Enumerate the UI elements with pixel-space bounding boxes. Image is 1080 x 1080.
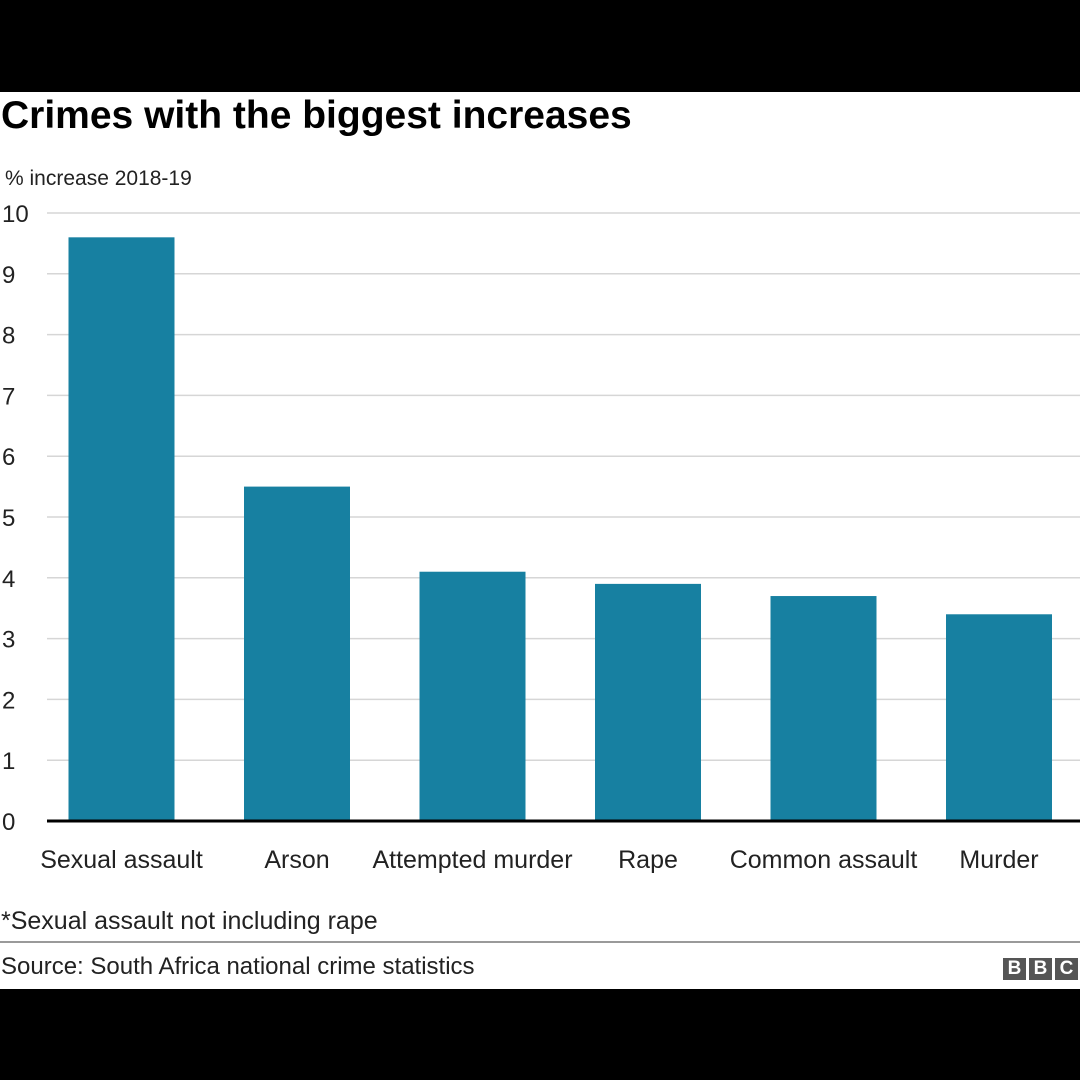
bar-attempted-murder [419,571,526,821]
bar-rape [595,583,701,821]
y-tick-label: 10 [2,201,29,228]
y-axis-label: % increase 2018-19 [5,167,192,190]
y-tick-label: 6 [2,444,15,471]
bar-chart: 0 1 2 3 4 5 6 7 8 9 10 Sexual assault Arson Attempte… [2,201,1080,874]
x-tick-label: Murder [959,846,1038,874]
y-tick-label: 5 [2,505,15,532]
logo-letter: B [1003,958,1026,980]
bar-sexual-assault [68,237,175,821]
footnote: *Sexual assault not including rape [1,907,378,935]
bbc-logo: B B C [1003,958,1078,980]
bar-common-assault [770,596,877,821]
y-axis-ticks: 0 1 2 3 4 5 6 7 8 9 10 [2,201,29,836]
x-tick-label: Sexual assault [40,846,203,874]
x-tick-label: Rape [618,846,678,874]
x-axis-labels: Sexual assault Arson Attempted murder Rape C… [40,846,1038,874]
y-tick-label: 1 [2,748,15,775]
y-tick-label: 2 [2,687,15,714]
x-tick-label: Arson [264,846,329,874]
bars [68,237,1052,821]
y-tick-label: 8 [2,323,15,350]
x-tick-label: Common assault [730,846,918,874]
y-tick-label: 7 [2,383,15,410]
y-tick-label: 3 [2,627,15,654]
logo-letter: B [1029,958,1052,980]
y-tick-label: 4 [2,566,15,593]
footer-divider [0,941,1080,943]
y-tick-label: 0 [2,809,15,836]
source-note: Source: South Africa national crime stat… [1,953,475,980]
gridlines [47,212,1080,761]
logo-letter: C [1055,958,1078,980]
chart-title: Crimes with the biggest increases [1,94,632,137]
y-tick-label: 9 [2,262,15,289]
bar-arson [244,486,350,821]
bar-murder [946,614,1052,821]
x-tick-label: Attempted murder [372,846,572,874]
chart-card: 0 1 2 3 4 5 6 7 8 9 10 Sexual assault Arson Attempte… [0,92,1080,989]
